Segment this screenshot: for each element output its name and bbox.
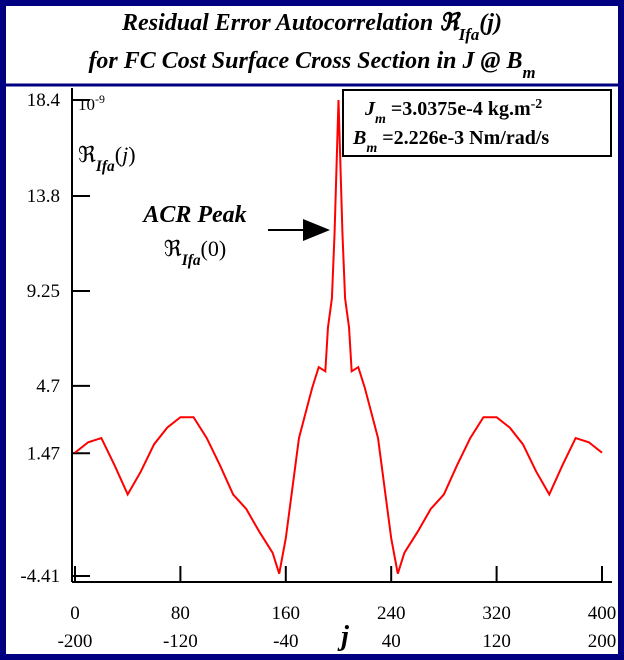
y-tick-label: 18.4: [27, 90, 61, 111]
x-tick-label: 320: [482, 603, 511, 624]
info-box: [342, 89, 612, 157]
label-text: ℜ: [164, 236, 182, 261]
x2-tick-label: -200: [58, 631, 93, 652]
y-tick-label: 1.47: [27, 443, 60, 464]
info-text: B: [352, 127, 366, 149]
annotation: ACR Peak: [141, 202, 246, 228]
data-line: [74, 99, 603, 575]
title-sub: Ifa: [458, 25, 480, 44]
label-text: ℜ: [78, 142, 96, 167]
x2-tick-label: 120: [482, 631, 511, 652]
x-tick-label: 240: [377, 603, 406, 624]
arrow-head: [303, 219, 330, 241]
info-line: Bm =2.226e-3 Nm/rad/s: [352, 127, 549, 156]
label-text: (0): [201, 236, 227, 261]
y-tick-label: -4.41: [20, 566, 60, 587]
x2-tick-label: -120: [163, 631, 198, 652]
y-axis-label: ℜIfa(j): [78, 142, 136, 175]
label-text: ): [128, 142, 135, 167]
label-sub: Ifa: [181, 252, 201, 269]
scale-base: 10: [78, 95, 95, 114]
x-tick-label: 0: [70, 603, 80, 624]
title-sub: m: [523, 63, 536, 82]
title-text: (j): [479, 10, 502, 36]
title-text: for FC Cost Surface Cross Section in J @…: [88, 48, 522, 74]
label-text: j: [119, 142, 128, 167]
label-text: (: [115, 142, 122, 167]
x2-tick-label: 200: [588, 631, 617, 652]
info-sub: m: [366, 141, 377, 156]
y-tick-label: 13.8: [27, 186, 60, 207]
y-tick-label: 4.7: [36, 376, 60, 397]
info-text: =3.0375e-4 kg.m: [386, 98, 531, 120]
x2-tick-label: 40: [382, 631, 401, 652]
info-text: J: [364, 98, 376, 120]
title-line: for FC Cost Surface Cross Section in J @…: [88, 48, 535, 82]
label-sub: Ifa: [95, 158, 115, 175]
info-text: =2.226e-3 Nm/rad/s: [377, 127, 549, 149]
scale-exp: -9: [95, 92, 105, 106]
title-line: Residual Error Autocorrelation ℜIfa(j): [121, 10, 502, 44]
x-tick-label: 80: [171, 603, 190, 624]
info-sub: m: [375, 112, 386, 127]
y-tick-label: 9.25: [27, 281, 60, 302]
info-line: Jm =3.0375e-4 kg.m-2: [364, 97, 542, 127]
info-sup: -2: [531, 97, 543, 112]
annotation-symbol: ℜIfa(0): [164, 236, 226, 269]
x-tick-label: 400: [588, 603, 617, 624]
title-text: Residual Error Autocorrelation ℜ: [121, 10, 461, 36]
x2-tick-label: -40: [273, 631, 298, 652]
x-tick-label: 160: [272, 603, 301, 624]
